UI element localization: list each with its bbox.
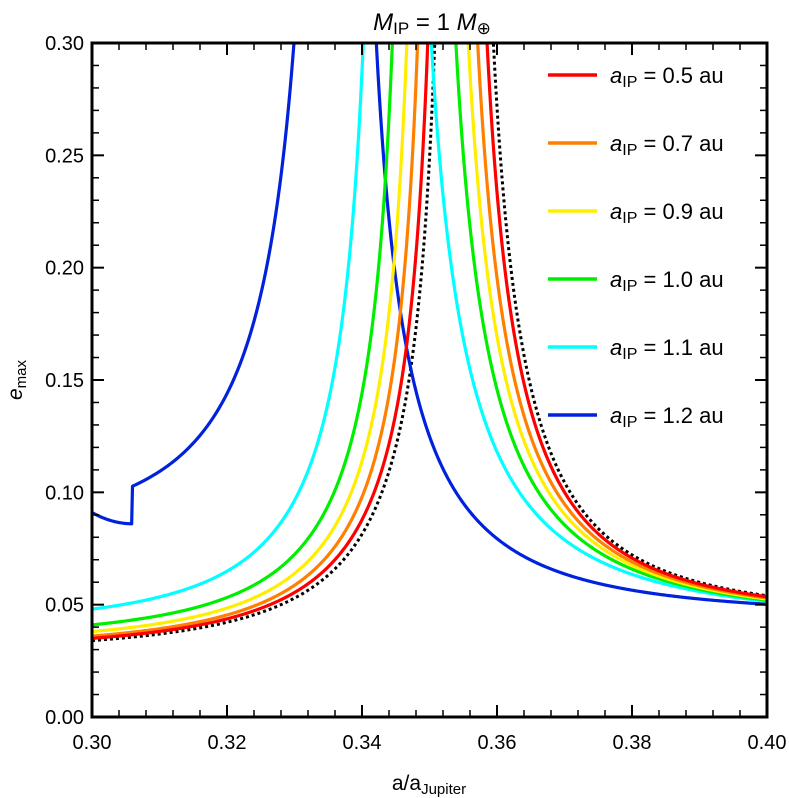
y-tick-label: 0.05 xyxy=(45,595,84,617)
y-tick-label: 0.30 xyxy=(45,33,84,55)
y-tick-label: 0.00 xyxy=(45,707,84,729)
legend-item: aIP = 0.5 au xyxy=(548,63,724,91)
legend-label: aIP = 0.7 au xyxy=(610,131,724,159)
legend-label: aIP = 1.2 au xyxy=(610,403,724,431)
y-tick-label: 0.15 xyxy=(45,370,84,392)
y-tick-label: 0.25 xyxy=(45,145,84,167)
series-line xyxy=(92,43,767,640)
tick-labels: 0.30 0.32 0.34 0.36 0.38 0.40 0.00 0.05 0.10 0.15… xyxy=(45,33,786,754)
series-line xyxy=(92,43,767,606)
x-tick-label: 0.36 xyxy=(478,732,517,754)
legend-item: aIP = 1.1 au xyxy=(548,335,724,363)
legend-item: aIP = 0.7 au xyxy=(548,131,724,159)
x-tick-label: 0.34 xyxy=(343,732,382,754)
plot-series xyxy=(92,43,767,643)
x-tick-label: 0.38 xyxy=(613,732,652,754)
legend: aIP = 0.5 au aIP = 0.7 au aIP = 0.9 au aIP … xyxy=(548,63,724,431)
legend-item: aIP = 1.0 au xyxy=(548,267,724,295)
x-tick-label: 0.30 xyxy=(73,732,112,754)
x-tick-label: 0.32 xyxy=(208,732,247,754)
legend-label: aIP = 1.0 au xyxy=(610,267,724,295)
y-axis-label: emax xyxy=(4,359,30,400)
legend-label: aIP = 1.1 au xyxy=(610,335,724,363)
legend-label: aIP = 0.9 au xyxy=(610,199,724,227)
x-tick-label: 0.40 xyxy=(748,732,787,754)
plot-frame xyxy=(90,41,769,719)
y-tick-label: 0.10 xyxy=(45,482,84,504)
legend-label: aIP = 0.5 au xyxy=(610,63,724,91)
legend-item: aIP = 0.9 au xyxy=(548,199,724,227)
y-tick-label: 0.20 xyxy=(45,258,84,280)
legend-item: aIP = 1.2 au xyxy=(548,403,724,431)
series-line xyxy=(92,43,767,611)
series-line xyxy=(92,43,767,627)
chart-title: MIP = 1 M⊕ xyxy=(373,9,491,38)
x-axis-label: a/aJupiter xyxy=(392,772,466,798)
